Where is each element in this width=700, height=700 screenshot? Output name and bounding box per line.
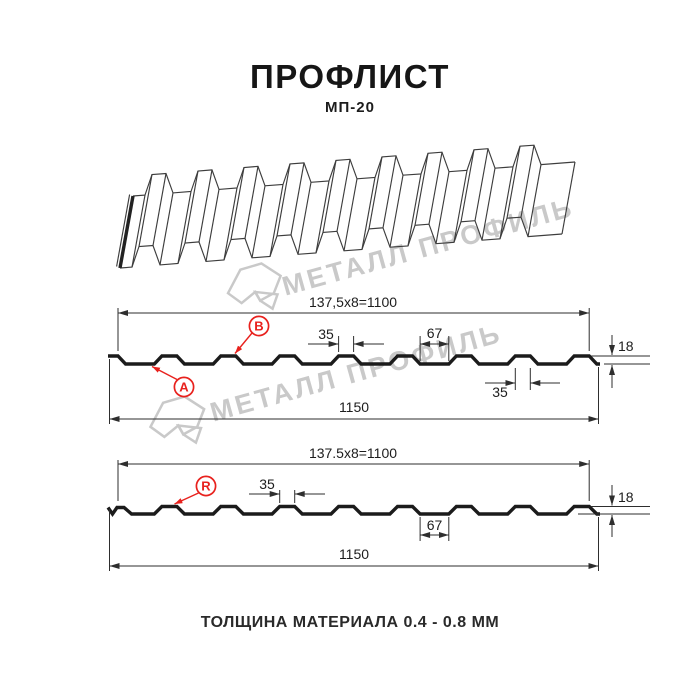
sheet-3d-fold-line — [435, 171, 450, 244]
page-title: ПРОФЛИСТ — [250, 58, 450, 95]
sheet-3d-front-profile — [119, 216, 563, 269]
sheet-3d-fold-line — [414, 153, 429, 226]
leader-line — [234, 332, 253, 354]
sheet-3d-fold-line — [177, 191, 192, 264]
sheet-3d-fold-line — [322, 160, 337, 233]
marker-r-label: R — [201, 479, 211, 494]
marker-b-label: B — [254, 319, 263, 334]
sheet-3d-fold-line — [290, 162, 305, 236]
profile-back-outline — [106, 504, 600, 517]
sheet-3d-fold-line — [343, 178, 358, 251]
sheet-3d-left-cut-edge — [116, 194, 131, 267]
sheet-3d-fold-line — [336, 159, 351, 232]
dim-height-front: 18 — [618, 338, 634, 354]
dim-pitch-front: 137,5x8=1100 — [309, 294, 397, 310]
dim-overall-front: 1150 — [339, 399, 369, 415]
sheet-3d-fold-line — [407, 173, 422, 247]
sheet-3d-right-cut-edge — [561, 161, 576, 235]
page-subtitle: МП-20 — [325, 99, 375, 116]
sheet-3d-fold-line — [223, 187, 238, 261]
sheet-3d-fold-line — [315, 180, 330, 254]
sheet-3d-fold-line — [368, 156, 383, 230]
sheet-3d-fold-line — [453, 170, 468, 243]
leader-line — [174, 492, 199, 505]
thickness-note: ТОЛЩИНА МАТЕРИАЛА 0.4 - 0.8 ММ — [200, 614, 500, 631]
leader-line — [151, 365, 178, 381]
dim-rib-top-front: 35 — [318, 326, 334, 342]
sheet-3d-fold-line — [428, 152, 443, 225]
dim-pitch-back: 137.5x8=1100 — [309, 445, 397, 461]
sheet-3d-fold-line — [184, 170, 199, 244]
metall-profil-logo-icon — [223, 261, 285, 318]
sheet-3d-fold-line — [198, 169, 213, 243]
marker-r-label-circle — [195, 475, 217, 497]
sheet-3d-back-profile — [132, 144, 576, 197]
sheet-3d-fold-line — [474, 148, 489, 221]
sheet-3d-fold-line — [138, 174, 153, 247]
sheet-3d-fold-line — [159, 192, 174, 266]
metall-profil-logo-icon — [145, 394, 209, 452]
marker-a-label-circle — [173, 376, 195, 398]
marker-b-label-circle — [248, 315, 270, 337]
sheet-3d-fold-line — [520, 145, 535, 218]
sheet-3d-fold-line — [152, 173, 167, 246]
sheet-3d-fold-line — [527, 164, 542, 237]
dim-overall-back: 1150 — [339, 546, 369, 562]
dim-valley-front: 67 — [427, 325, 443, 341]
sheet-3d-fold-line — [230, 167, 245, 240]
sheet-3d-fold-line — [251, 185, 266, 258]
sheet-3d-fold-line — [389, 175, 404, 248]
sheet-3d-fold-line — [361, 177, 376, 250]
sheet-3d-fold-line — [269, 184, 284, 257]
sheet-3d-fold-line — [276, 163, 291, 237]
dim-valley-back: 67 — [427, 517, 443, 533]
sheet-3d-fold-line — [382, 155, 397, 228]
dim-height-back: 18 — [618, 489, 634, 505]
sheet-3d-fold-line — [481, 168, 496, 241]
profile-front-outline — [108, 354, 600, 366]
sheet-3d-fold-line — [506, 146, 521, 219]
sheet-3d-fold-line — [205, 189, 220, 262]
sheet-3d-fold-line — [499, 166, 514, 239]
dim-rib-top-back: 35 — [259, 476, 275, 492]
marker-a-label: A — [179, 380, 189, 395]
sheet-3d-left-cut-edge — [118, 195, 135, 269]
dim-rib-bottom-front: 35 — [492, 384, 508, 400]
sheet-3d-fold-line — [131, 194, 146, 268]
sheet-3d-fold-line — [460, 149, 475, 222]
sheet-3d-fold-line — [297, 182, 312, 255]
sheet-3d-fold-line — [244, 166, 259, 239]
